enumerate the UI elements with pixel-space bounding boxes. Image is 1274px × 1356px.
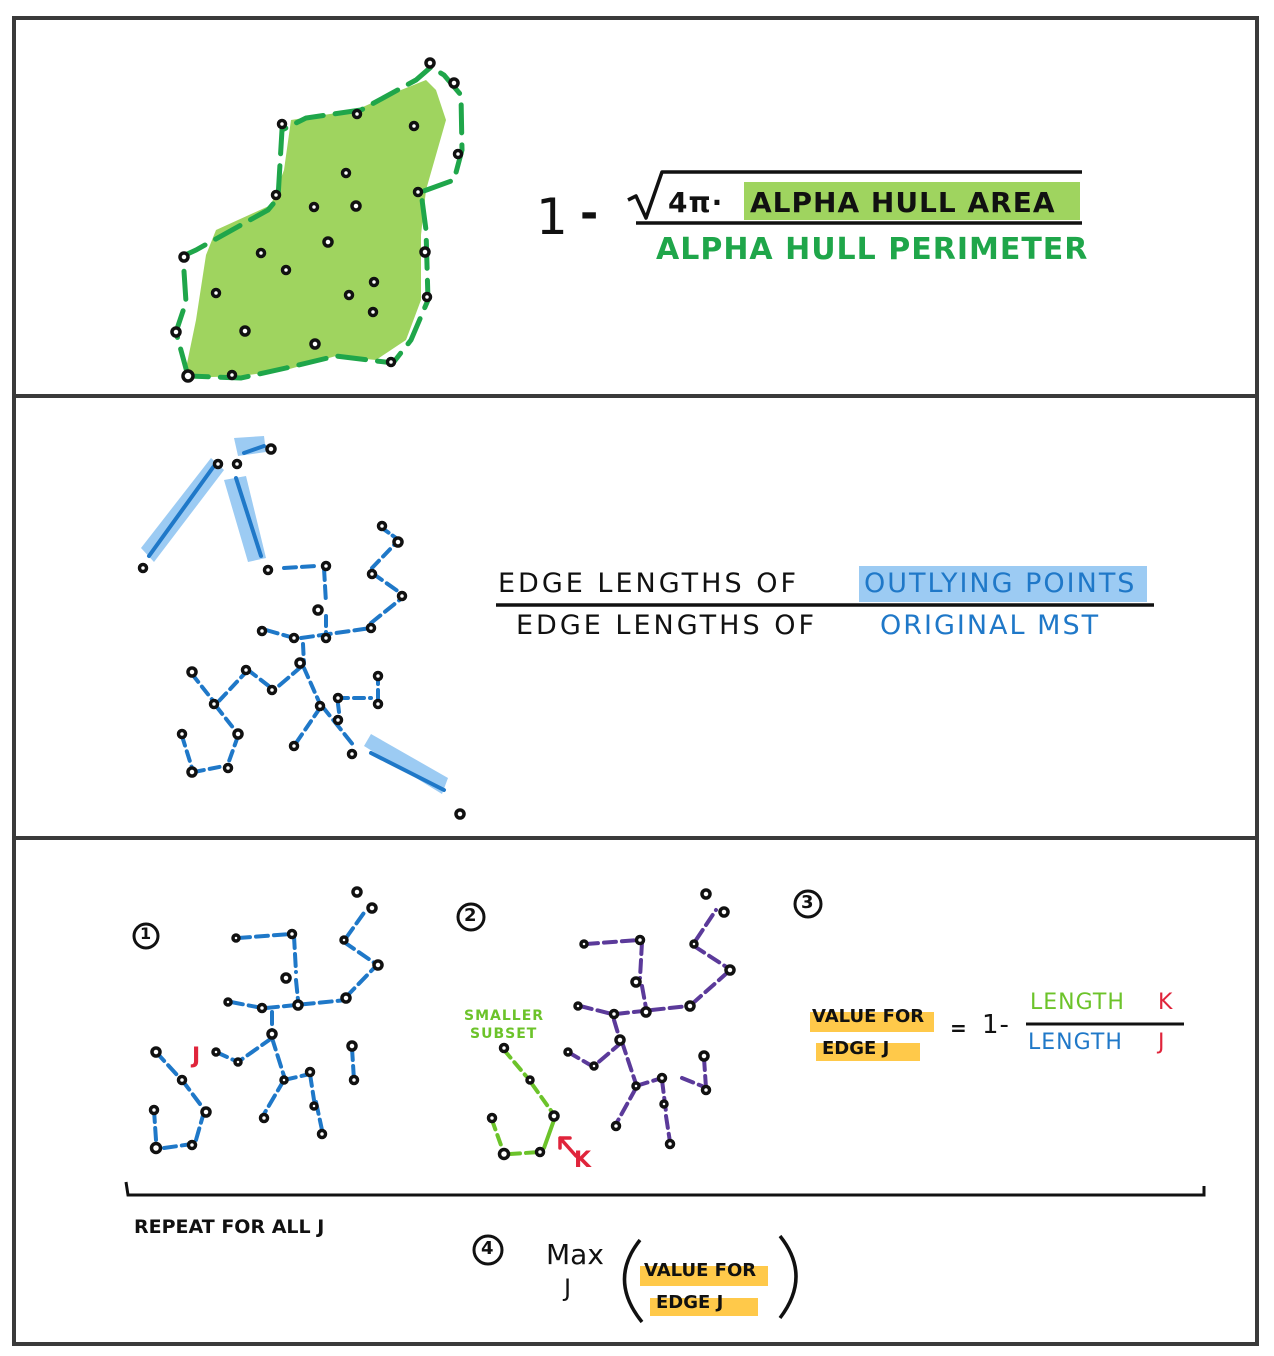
sqrt-sign	[627, 170, 1082, 220]
step2-purple-edges	[566, 908, 730, 1144]
numerator-prefix: EDGE LENGTHS OF	[498, 568, 799, 599]
step-2-number: 2	[464, 905, 478, 926]
step-4-number: 4	[481, 1238, 495, 1259]
alpha-hull-diagram	[170, 57, 1082, 383]
step-1-number: 1	[140, 924, 153, 943]
four-pi-label: 4π·	[668, 186, 724, 219]
step-3-number: 3	[801, 892, 815, 913]
alpha-hull-perimeter-label: ALPHA HULL PERIMETER	[656, 232, 1089, 267]
mst-edges	[147, 444, 446, 792]
formula-minus: -	[580, 188, 600, 239]
hull-points	[170, 57, 464, 383]
alpha-hull-area	[184, 80, 446, 378]
length-j-word: LENGTH	[1028, 1030, 1123, 1055]
step1-points	[148, 886, 384, 1155]
max-arg-line2: EDGE J	[656, 1292, 724, 1313]
panel-outlying: EDGE LENGTHS OF OUTLYING POINTS EDGE LEN…	[12, 394, 1259, 840]
alpha-hull-area-label: ALPHA HULL AREA	[750, 186, 1056, 219]
original-mst-label: ORIGINAL MST	[880, 610, 1101, 641]
max-paren-right	[778, 1234, 798, 1320]
outlying-highlight	[859, 566, 1147, 602]
repeat-bracket	[124, 1181, 1206, 1197]
max-label: Max	[546, 1238, 604, 1271]
length-j-var: J	[1158, 1030, 1166, 1055]
smaller-subset-line2: SUBSET	[470, 1026, 538, 1042]
value-for-highlight-2	[640, 1266, 768, 1286]
max-paren-left	[622, 1238, 644, 1324]
value-for-label: VALUE FOR	[812, 1006, 925, 1027]
edge-j-label: EDGE J	[822, 1038, 890, 1059]
outlier-highlights	[141, 436, 448, 794]
outlying-points-label: OUTLYING POINTS	[864, 568, 1137, 599]
edge-j-highlight-2	[650, 1298, 758, 1316]
formula-one: 1	[536, 188, 569, 246]
equals-sign: =	[950, 1016, 968, 1040]
length-k-var: K	[1158, 990, 1174, 1015]
smaller-subset-line1: SMALLER	[464, 1008, 545, 1024]
panel-steps: 1 2 3 4 J SMALLER SUBSET K VALUE FOR EDG…	[12, 836, 1259, 1346]
k-label: K	[574, 1148, 593, 1173]
repeat-label: REPEAT FOR ALL J	[134, 1216, 325, 1238]
max-subscript: J	[564, 1274, 573, 1302]
step2-green-edges	[490, 1048, 556, 1156]
mst-points	[137, 443, 466, 820]
steps-diagram	[124, 886, 1206, 1324]
value-for-highlight-1	[810, 1012, 934, 1032]
area-highlight	[744, 182, 1080, 220]
max-arg-line1: VALUE FOR	[644, 1260, 757, 1281]
one-minus: 1-	[982, 1010, 1010, 1040]
length-k-word: LENGTH	[1030, 990, 1125, 1015]
step1-edges	[152, 908, 378, 1150]
panel-alpha-hull: 1 - 4π· ALPHA HULL AREA ALPHA HULL PERIM…	[12, 16, 1259, 398]
step2-points	[486, 888, 736, 1161]
step-circles	[132, 889, 823, 1266]
k-arrow	[558, 1136, 578, 1158]
denominator-prefix: EDGE LENGTHS OF	[516, 610, 817, 641]
edge-j-highlight-1	[816, 1043, 920, 1061]
outlying-mst-diagram	[137, 436, 1154, 820]
j-label: J	[192, 1044, 202, 1069]
